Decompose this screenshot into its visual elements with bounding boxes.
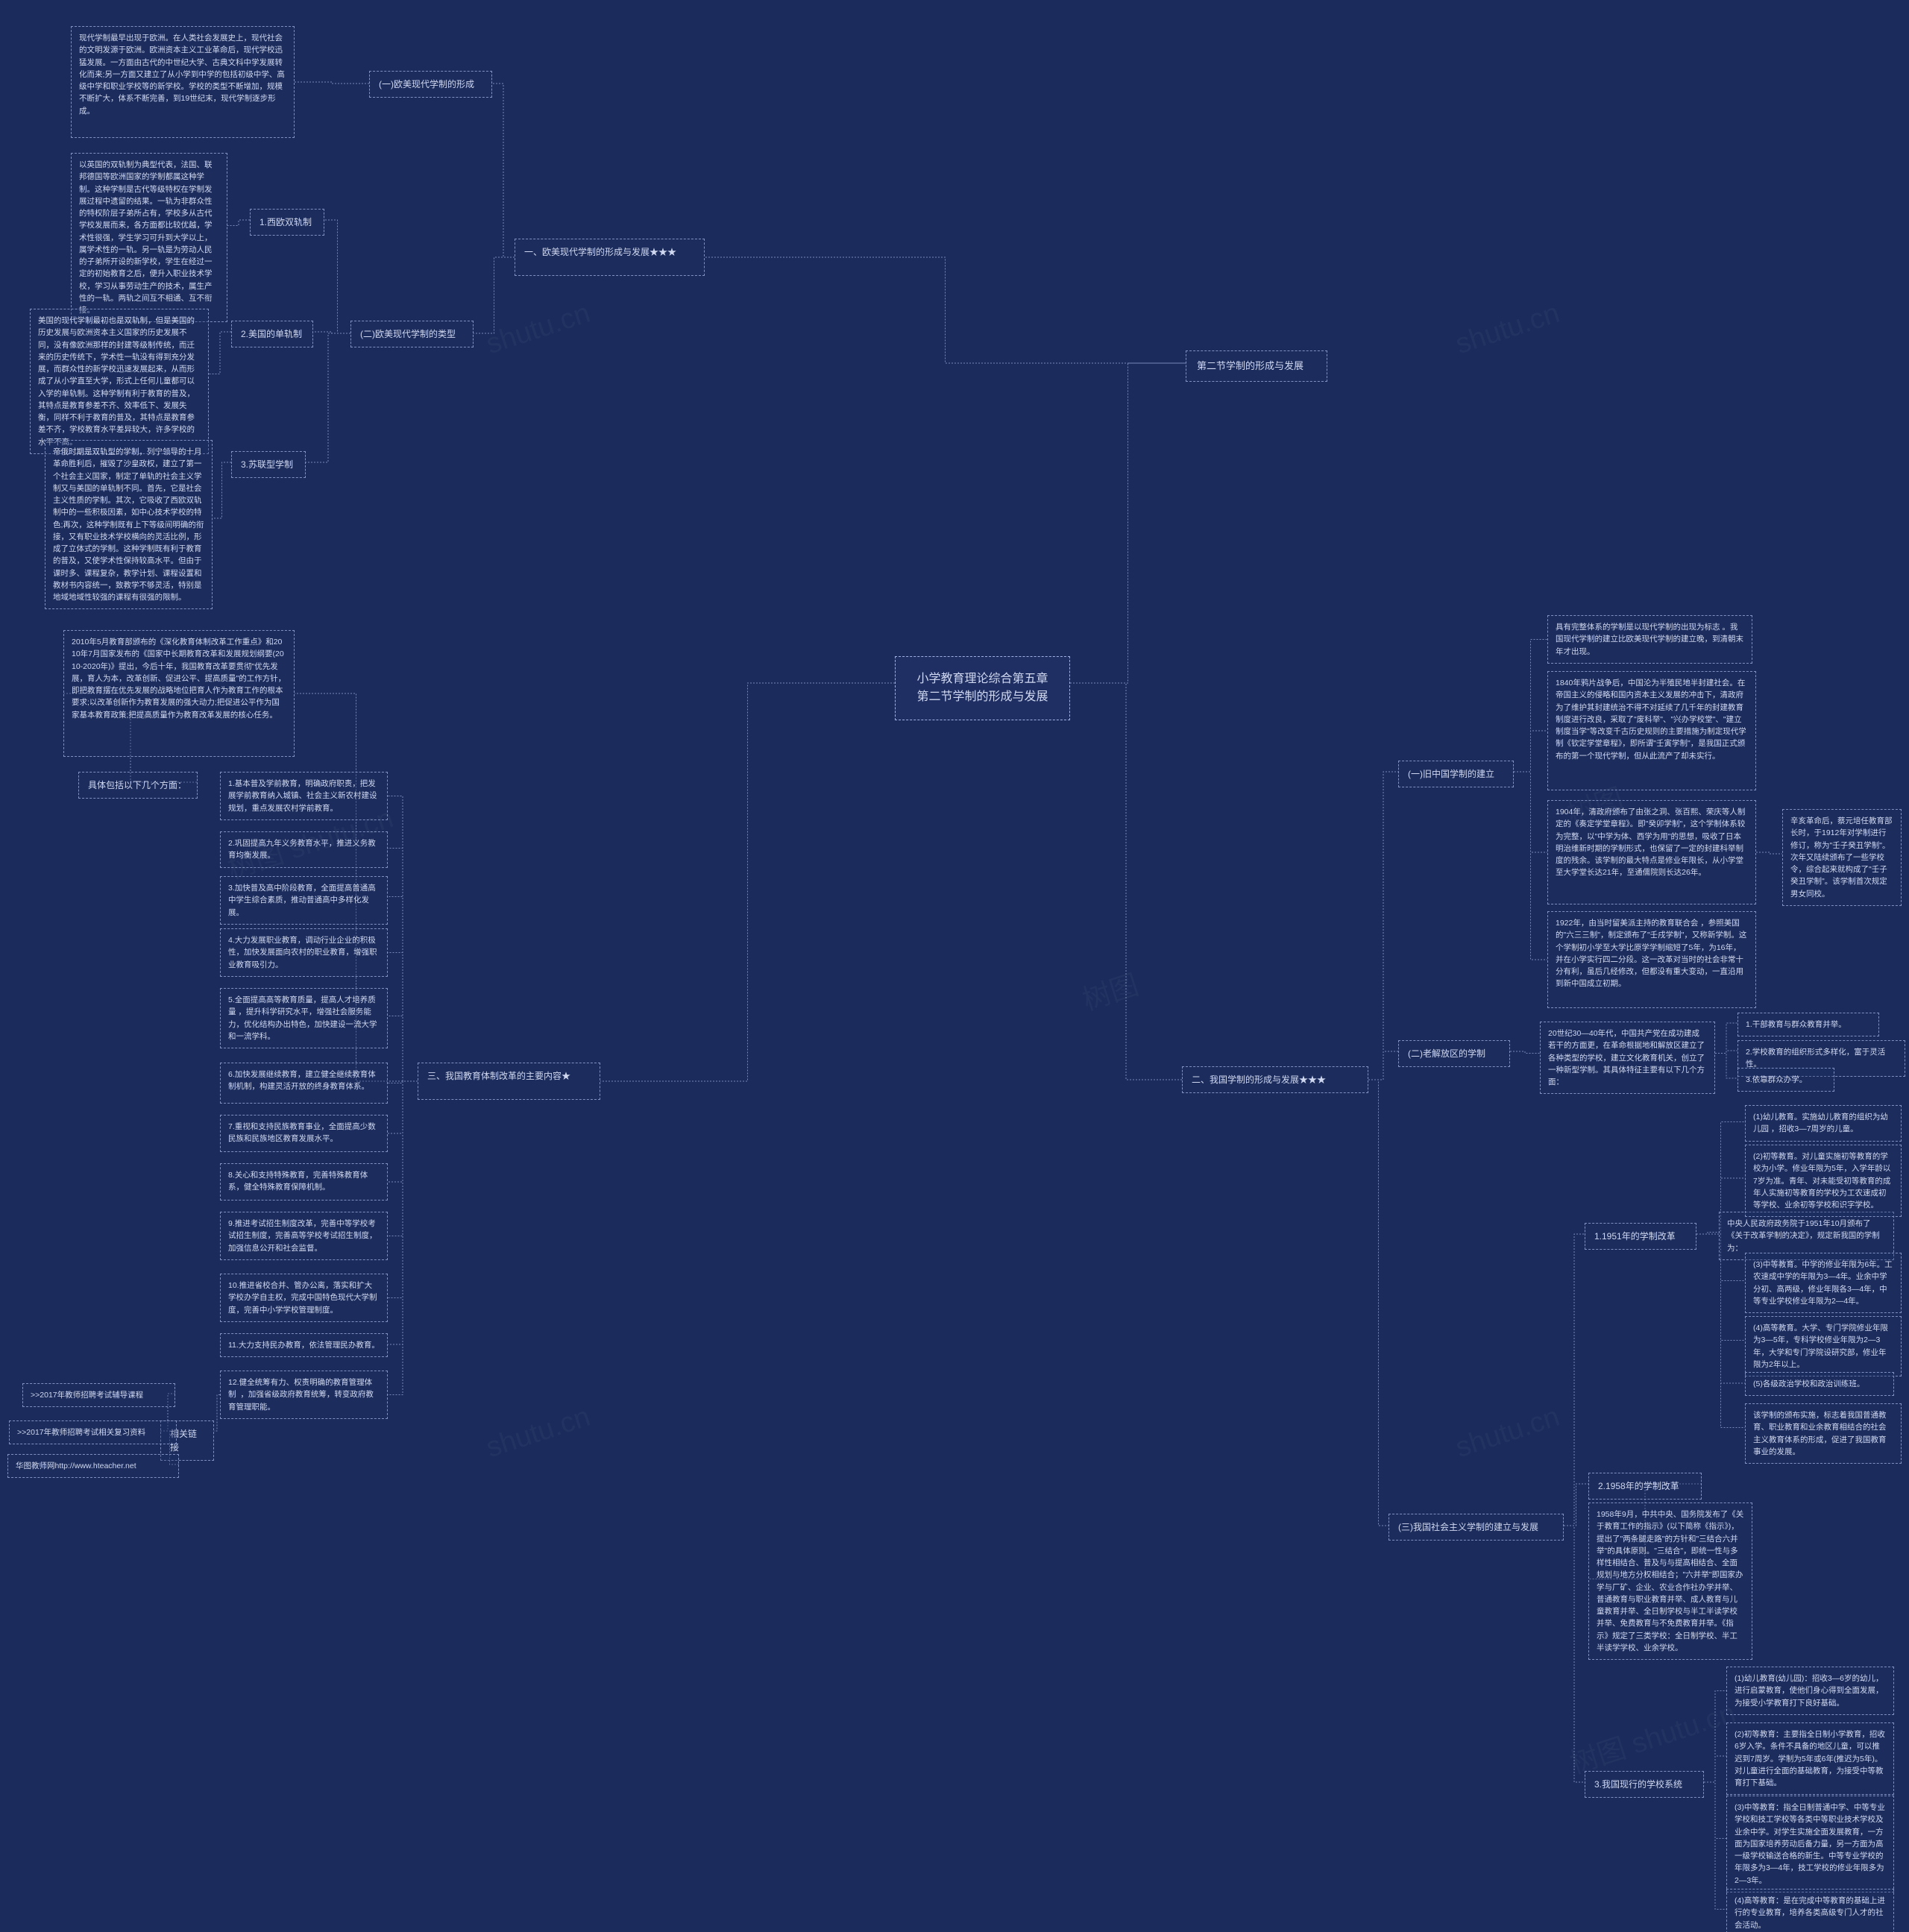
mindmap-node: 3.苏联型学制 xyxy=(231,451,306,478)
watermark: shutu.cn xyxy=(1452,1401,1564,1464)
mindmap-node: (1)幼儿教育。实施幼儿教育的组织为幼儿园 ，招收3—7周岁的儿童。 xyxy=(1745,1105,1902,1142)
mindmap-node: 小学教育理论综合第五章 第二节学制的形成与发展 xyxy=(895,656,1070,720)
mindmap-node: >>2017年教师招聘考试辅导课程 xyxy=(22,1383,175,1407)
mindmap-node: 4.大力发展职业教育，调动行业企业的积极性，加快发展面向农村的职业教育，增强职业… xyxy=(220,928,388,977)
mindmap-node: 12.健全统筹有力、权责明确的教育管理体制 ，加强省级政府教育统筹，转变政府教育… xyxy=(220,1371,388,1419)
mindmap-node: (4)高等教育。大学、专门学院修业年限为3—5年，专科学校修业年限为2—3年，大… xyxy=(1745,1316,1902,1376)
mindmap-node: 5.全面提高高等教育质量，提高人才培养质量 ，提升科学研究水平，增强社会服务能力… xyxy=(220,988,388,1048)
mindmap-node: 1.西欧双轨制 xyxy=(250,209,324,236)
mindmap-node: 2010年5月教育部颁布的《深化教育体制改革工作重点》和2010年7月国家发布的… xyxy=(63,630,295,757)
mindmap-node: 1904年，清政府颁布了由张之洞、张百熙、荣庆等人制定的《奏定学堂章程》。即"癸… xyxy=(1547,800,1756,904)
mindmap-node: 该学制的颁布实施，标志着我国普通教育、职业教育和业余教育相结合的社会主义教育体系… xyxy=(1745,1403,1902,1464)
mindmap-node: (一)欧美现代学制的形成 xyxy=(369,71,492,98)
mindmap-node: 11.大力支持民办教育，依法管理民办教育。 xyxy=(220,1333,388,1357)
mindmap-node: 9.推进考试招生制度改革，完善中等学校考试招生制度，完善高等学校考试招生制度，加… xyxy=(220,1212,388,1260)
mindmap-node: (三)我国社会主义学制的建立与发展 xyxy=(1388,1514,1564,1541)
mindmap-node: >>2017年教师招聘考试相关复习资料 xyxy=(9,1420,177,1444)
mindmap-node: 10.推进省校合并、管办公离，落实和扩大学校办学自主权，完成中国特色现代大学制度… xyxy=(220,1274,388,1322)
mindmap-node: 3.依靠群众办学。 xyxy=(1737,1068,1834,1092)
watermark: shutu.cn xyxy=(482,298,594,361)
mindmap-canvas: 小学教育理论综合第五章 第二节学制的形成与发展 第二节学制的形成与发展 一、欧美现代… xyxy=(0,0,1909,1932)
mindmap-node: 20世纪30—40年代，中国共产党在成功建成若干的方面更，在革命根据地和解放区建… xyxy=(1540,1022,1715,1094)
mindmap-node: (3)中等教育。中学的修业年限为6年。工农速成中学的年限为3—4年。业余中学分初… xyxy=(1745,1253,1902,1313)
mindmap-node: 1922年，由当时留美派主持的教育联合会 ，参照美国的"六三三制"，制定颁布了"… xyxy=(1547,911,1756,1008)
mindmap-node: 二、我国学制的形成与发展★★★ xyxy=(1182,1066,1368,1093)
mindmap-node: 1.基本普及学前教育，明确政府职责，把发展学前教育纳入城镇、社会主义新农村建设规… xyxy=(220,772,388,820)
mindmap-node: 2.巩固提高九年义务教育水平，推进义务教育均衡发展。 xyxy=(220,831,388,868)
mindmap-node: 1.1951年的学制改革 xyxy=(1585,1223,1696,1250)
mindmap-node: 1.干部教育与群众教育并举。 xyxy=(1737,1013,1879,1036)
mindmap-node: 3.加快普及高中阶段教育，全面提高普通高中学生综合素质，推动普通高中多样化发展。 xyxy=(220,876,388,925)
mindmap-node: (二)欧美现代学制的类型 xyxy=(350,321,474,347)
mindmap-node: 6.加快发展继续教育，建立健全继续教育体制机制，构建灵活开放的终身教育体系。 xyxy=(220,1063,388,1104)
watermark: 树图 shutu.cn xyxy=(1564,1690,1740,1781)
mindmap-node: (一)旧中国学制的建立 xyxy=(1398,761,1514,787)
mindmap-node: 辛亥革命后，蔡元培任教育部长时，于1912年对学制进行修订，称为"壬子癸丑学制"… xyxy=(1782,809,1902,906)
mindmap-node: 以英国的双轨制为典型代表，法国、联邦德国等欧洲国家的学制都属这种学制。这种学制是… xyxy=(71,153,227,322)
mindmap-node: 具体包括以下几个方面： xyxy=(78,772,198,799)
watermark: shutu.cn xyxy=(482,1401,594,1464)
mindmap-node: 美国的现代学制最初也是双轨制，但是美国的历史发展与欧洲资本主义国家的历史发展不同… xyxy=(30,309,209,454)
mindmap-node: 8.关心和支持特殊教育，完善特殊教育体系，健全特殊教育保障机制。 xyxy=(220,1163,388,1201)
mindmap-node: 第二节学制的形成与发展 xyxy=(1186,350,1327,382)
mindmap-node: 具有完整体系的学制是以现代学制的出现为标志 。我国现代学制的建立比欧美现代学制的… xyxy=(1547,615,1752,664)
mindmap-node: (2)初等教育：主要指全日制小学教育，招收6岁入学。条件不具备的地区儿童，可以推… xyxy=(1726,1722,1894,1795)
mindmap-node: 现代学制最早出现于欧洲。在人类社会发展史上，现代社会的文明发源于欧洲。欧洲资本主… xyxy=(71,26,295,138)
mindmap-node: (5)各级政治学校和政治训练班。 xyxy=(1745,1372,1894,1396)
mindmap-node: 7.重视和支持民族教育事业，全面提高少数民族和民族地区教育发展水平。 xyxy=(220,1115,388,1152)
watermark: shutu.cn xyxy=(1452,298,1564,361)
mindmap-node: 一、欧美现代学制的形成与发展★★★ xyxy=(515,239,705,276)
mindmap-node: (二)老解放区的学制 xyxy=(1398,1040,1510,1067)
watermark: 树图 xyxy=(1076,962,1142,1019)
mindmap-node: 2.美国的单轨制 xyxy=(231,321,313,347)
mindmap-node: 3.我国现行的学校系统 xyxy=(1585,1771,1704,1798)
mindmap-node: 1840年鸦片战争后，中国沦为半殖民地半封建社会。在帝国主义的侵略和国内资本主义… xyxy=(1547,671,1756,790)
mindmap-node: 1958年9月，中共中央、国务院发布了《关于教育工作的指示》(以下简称《指示》)… xyxy=(1588,1503,1752,1660)
mindmap-node: 帝俄时期是双轨型的学制，列宁领导的十月革命胜利后，摧毁了沙皇政权，建立了第一个社… xyxy=(45,440,213,609)
mindmap-node: 华图教师网http://www.hteacher.net xyxy=(7,1454,179,1478)
mindmap-node: (4)高等教育：是在完成中等教育的基础上进行的专业教育，培养各类高级专门人才的社… xyxy=(1726,1889,1894,1932)
mindmap-node: (3)中等教育：指全日制普通中学、中等专业学校和技工学校等各类中等职业技术学校及… xyxy=(1726,1796,1894,1892)
mindmap-node: 三、我国教育体制改革的主要内容★ xyxy=(418,1063,600,1100)
mindmap-node: (2)初等教育。对儿童实施初等教育的学校为小学。修业年限为5年，入学年龄以7岁为… xyxy=(1745,1145,1902,1217)
mindmap-node: 2.1958年的学制改革 xyxy=(1588,1473,1702,1500)
mindmap-node: (1)幼儿教育(幼儿园)：招收3—6岁的幼儿，进行启蒙教育，使他们身心得到全面发… xyxy=(1726,1667,1894,1715)
